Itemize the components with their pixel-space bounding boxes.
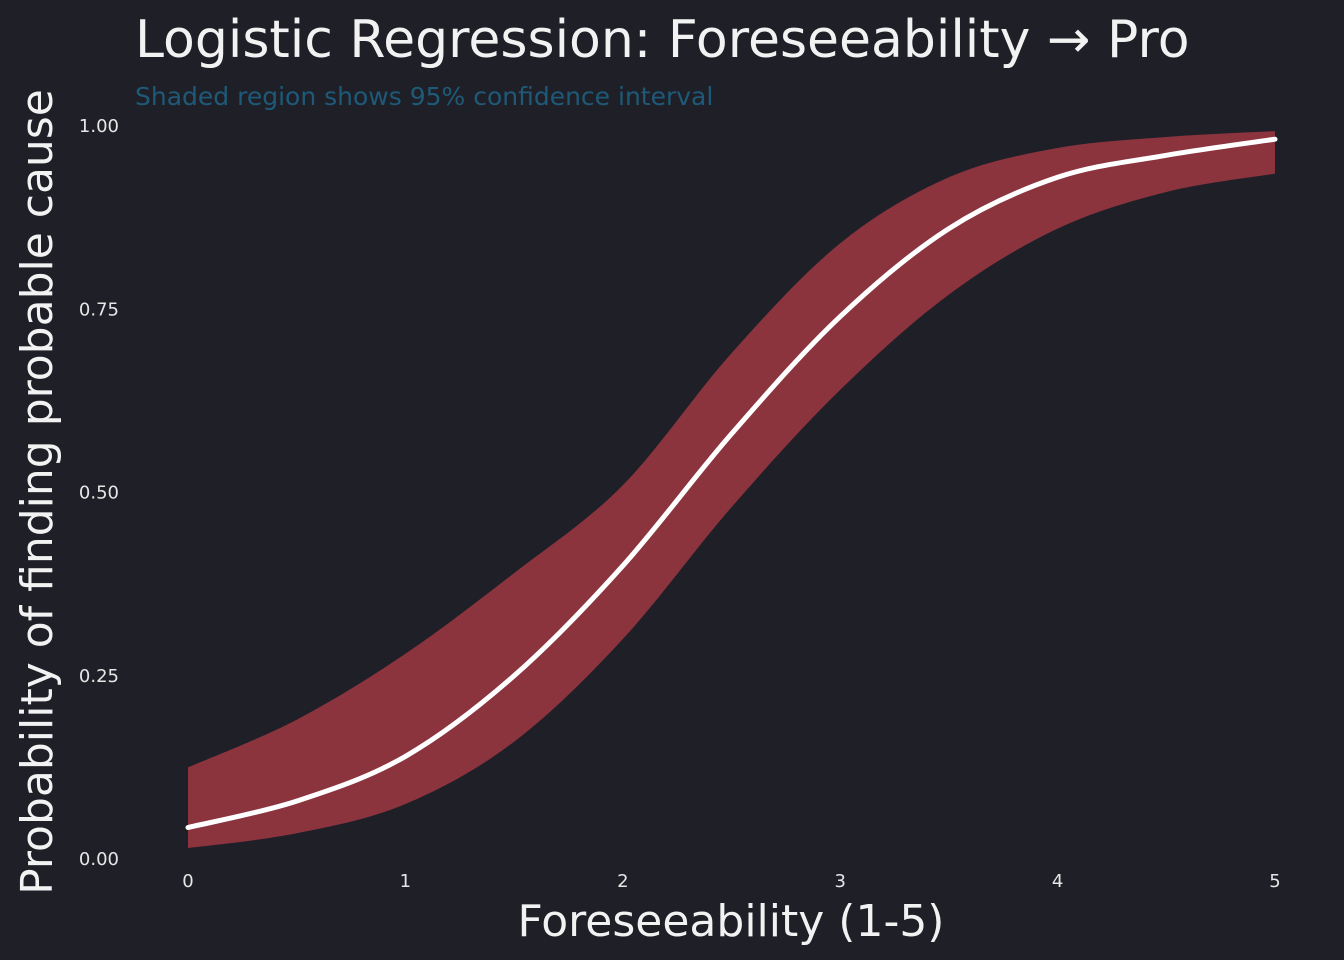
x-tick-label: 5 xyxy=(1269,871,1280,892)
x-tick-label: 1 xyxy=(400,871,411,892)
x-tick-label: 2 xyxy=(617,871,628,892)
x-tick-label: 0 xyxy=(182,871,193,892)
x-axis-ticks: 0 1 2 3 4 5 xyxy=(182,871,1280,892)
chart-title: Logistic Regression: Foreseeability → Pr… xyxy=(135,10,1190,70)
y-tick-label: 0.00 xyxy=(79,849,119,870)
plot-area xyxy=(185,131,1278,849)
y-axis-label: Probability of finding probable cause xyxy=(12,89,63,895)
y-tick-label: 1.00 xyxy=(79,116,119,137)
y-tick-label: 0.50 xyxy=(79,483,119,504)
y-tick-label: 0.25 xyxy=(79,666,119,687)
x-tick-label: 3 xyxy=(834,871,845,892)
x-tick-label: 4 xyxy=(1052,871,1063,892)
y-tick-label: 0.75 xyxy=(79,299,119,320)
y-axis-ticks: 0.00 0.25 0.50 0.75 1.00 xyxy=(79,116,119,870)
chart-subtitle: Shaded region shows 95% confidence inter… xyxy=(135,82,713,111)
confidence-interval-band xyxy=(188,131,1275,849)
fitted-probability-line xyxy=(185,136,1278,830)
x-axis-label: Foreseeability (1-5) xyxy=(518,896,945,947)
